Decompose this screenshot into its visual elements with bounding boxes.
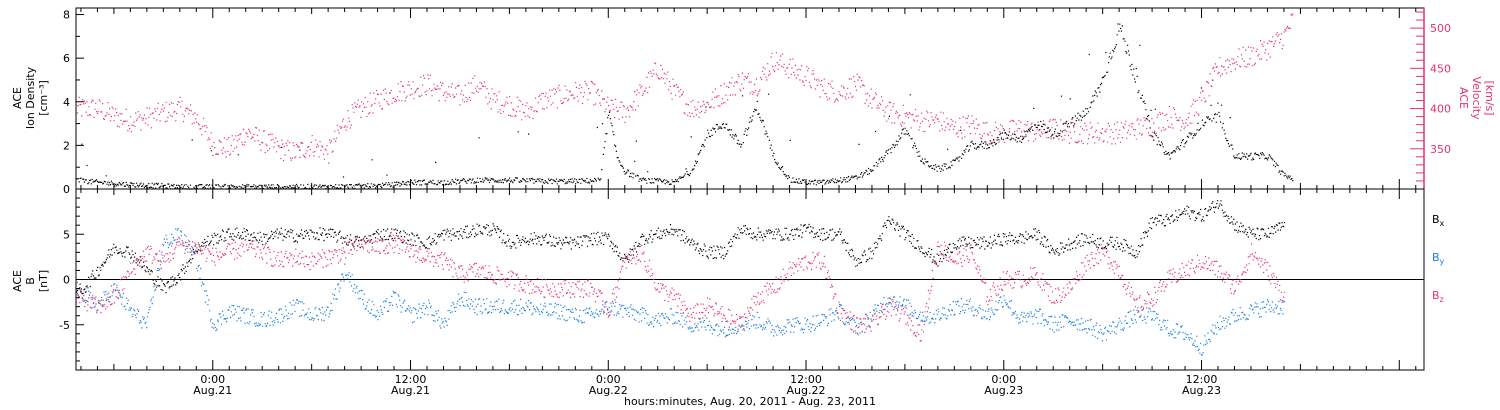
x-tick-label-date: Aug.22 (589, 384, 628, 397)
bz-series-points (76, 234, 1286, 342)
top-right-axis-label-line: [km/s] (1483, 80, 1496, 115)
top-right-axis-label: ACE Velocity [km/s] (1457, 76, 1496, 120)
bottom-left-axis-label-line: ACE (11, 270, 24, 292)
x-tick-labels: 0:00Aug.2112:00Aug.210:00Aug.2212:00Aug.… (193, 373, 1221, 397)
bottom-panel: ACE B [nT] Bx By Bz -5 0 5 (11, 188, 1445, 371)
x-tick-label-date: Aug.23 (1182, 384, 1221, 397)
top-left-ticks: 0 2 4 6 8 (63, 9, 84, 196)
top-left-axis-label-line: [cm⁻³] (37, 80, 50, 116)
bx-series-points (76, 200, 1286, 299)
x-tick-label-date: Aug.21 (193, 384, 232, 397)
bottom-left-axis-label: ACE B [nT] (11, 270, 50, 292)
top-right-tick-label: 450 (1430, 62, 1451, 75)
top-left-tick-label: 4 (63, 96, 70, 109)
legend-by-sub: y (1440, 257, 1445, 266)
bottom-series (76, 200, 1286, 356)
top-right-tick-label: 500 (1430, 22, 1451, 35)
legend-bx-main: B (1432, 213, 1440, 226)
top-left-axis-label: ACE Ion Density [cm⁻³] (11, 66, 50, 129)
bottom-left-axis-label-line: [nT] (37, 270, 50, 292)
legend-bx-sub: x (1440, 219, 1445, 228)
x-tick-label-time: 0:00 (200, 373, 225, 386)
legend: Bx By Bz (1432, 213, 1445, 304)
top-left-axis-label-line: ACE (11, 87, 24, 109)
x-tick-label-time: 0:00 (991, 373, 1016, 386)
velocity-series (76, 13, 1294, 164)
density-series (76, 23, 1294, 190)
x-tick-label-date: Aug.23 (984, 384, 1023, 397)
x-tick-label-date: Aug.22 (787, 384, 826, 397)
by-series (76, 228, 1286, 356)
x-tick-label-time: 12:00 (790, 373, 822, 386)
top-left-tick-label: 0 (63, 183, 70, 196)
x-tick-label-time: 12:00 (1186, 373, 1218, 386)
legend-by: By (1432, 251, 1445, 266)
legend-bz-sub: z (1440, 295, 1444, 304)
bottom-left-ticks: -5 0 5 (59, 197, 84, 362)
bottom-left-tick-label: -5 (59, 319, 70, 332)
top-left-tick-label: 2 (63, 139, 70, 152)
top-left-tick-label: 6 (63, 52, 70, 65)
bottom-left-tick-label: 5 (63, 228, 70, 241)
top-left-axis-label-line: Ion Density (24, 66, 37, 129)
top-series (76, 13, 1294, 190)
top-panel-frame (75, 7, 1425, 190)
top-right-tick-label: 350 (1430, 143, 1451, 156)
bx-series (76, 200, 1286, 299)
top-right-tick-label: 400 (1430, 103, 1451, 116)
legend-bz-main: B (1432, 289, 1440, 302)
bz-series (76, 234, 1286, 342)
legend-by-main: B (1432, 251, 1440, 264)
velocity-series-points (76, 13, 1294, 164)
top-right-ticks: 350 400 450 500 (1410, 11, 1451, 182)
legend-bz: Bz (1432, 289, 1444, 304)
x-tick-label-time: 0:00 (596, 373, 621, 386)
x-tick-label-time: 12:00 (395, 373, 427, 386)
by-series-points (76, 228, 1286, 356)
density-series-points (76, 23, 1294, 190)
bottom-left-axis-label-line: B (24, 277, 37, 285)
bottom-x-ticks (80, 189, 1417, 370)
bottom-left-tick-label: 0 (63, 274, 70, 287)
top-right-axis-label-line: ACE (1457, 87, 1470, 109)
legend-bx: Bx (1432, 213, 1445, 228)
top-left-tick-label: 8 (63, 9, 70, 22)
top-x-ticks (80, 8, 1417, 189)
top-panel: ACE Ion Density [cm⁻³] ACE Velocity [km/… (11, 7, 1496, 196)
x-tick-label-date: Aug.21 (391, 384, 430, 397)
x-axis-title: hours:minutes, Aug. 20, 2011 - Aug. 23, … (624, 395, 876, 408)
top-right-axis-label-line: Velocity (1470, 76, 1483, 120)
